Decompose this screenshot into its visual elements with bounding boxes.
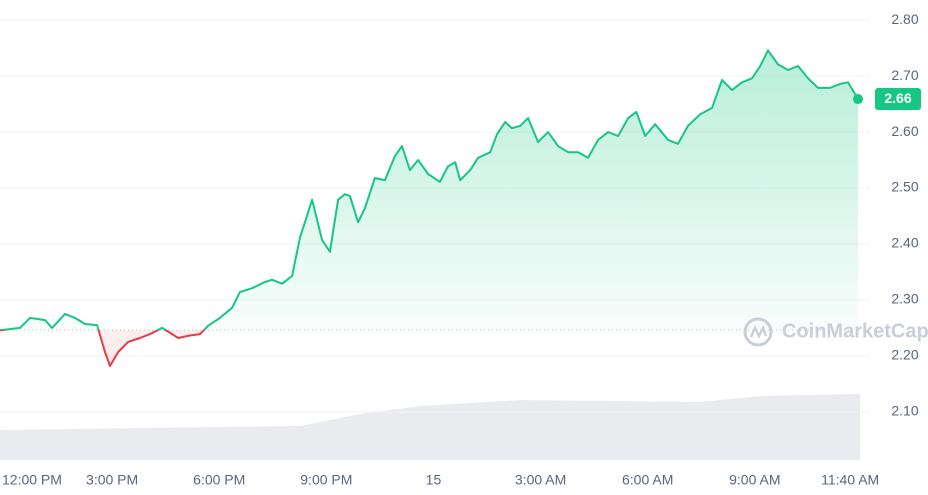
x-tick-label: 6:00 PM bbox=[193, 472, 245, 488]
x-tick-label: 9:00 PM bbox=[300, 472, 352, 488]
y-tick-label: 2.20 bbox=[891, 347, 918, 363]
x-tick-label: 9:00 AM bbox=[729, 472, 780, 488]
x-tick-label: 3:00 AM bbox=[515, 472, 566, 488]
x-tick-label: 6:00 AM bbox=[622, 472, 673, 488]
plot bbox=[0, 49, 863, 367]
volume-backdrop bbox=[0, 394, 860, 460]
y-tick-label: 2.30 bbox=[891, 291, 918, 307]
last-point bbox=[853, 94, 863, 105]
y-tick-label: 2.50 bbox=[891, 179, 918, 195]
x-tick-label: 12:00 PM bbox=[2, 472, 62, 488]
price-area bbox=[0, 50, 858, 367]
watermark-logo bbox=[743, 317, 773, 347]
y-tick-label: 2.70 bbox=[891, 67, 918, 83]
y-tick-label: 2.40 bbox=[891, 235, 918, 251]
y-tick-label: 2.60 bbox=[891, 123, 918, 139]
x-tick-label: 15 bbox=[426, 472, 442, 488]
axes: 2.10 2.20 2.30 2.40 2.50 2.60 2.70 2.80 12:00 PM… bbox=[2, 11, 921, 488]
y-tick-label: 2.80 bbox=[891, 11, 918, 27]
x-tick-label: 3:00 PM bbox=[86, 472, 138, 488]
x-tick-label: 11:40 AM bbox=[821, 472, 879, 488]
y-tick-label: 2.10 bbox=[891, 403, 918, 419]
watermark: CoinMarketCap bbox=[782, 320, 928, 342]
price-tag bbox=[875, 88, 921, 111]
price-line bbox=[0, 49, 859, 367]
price-tag-label: 2.66 bbox=[884, 90, 911, 106]
